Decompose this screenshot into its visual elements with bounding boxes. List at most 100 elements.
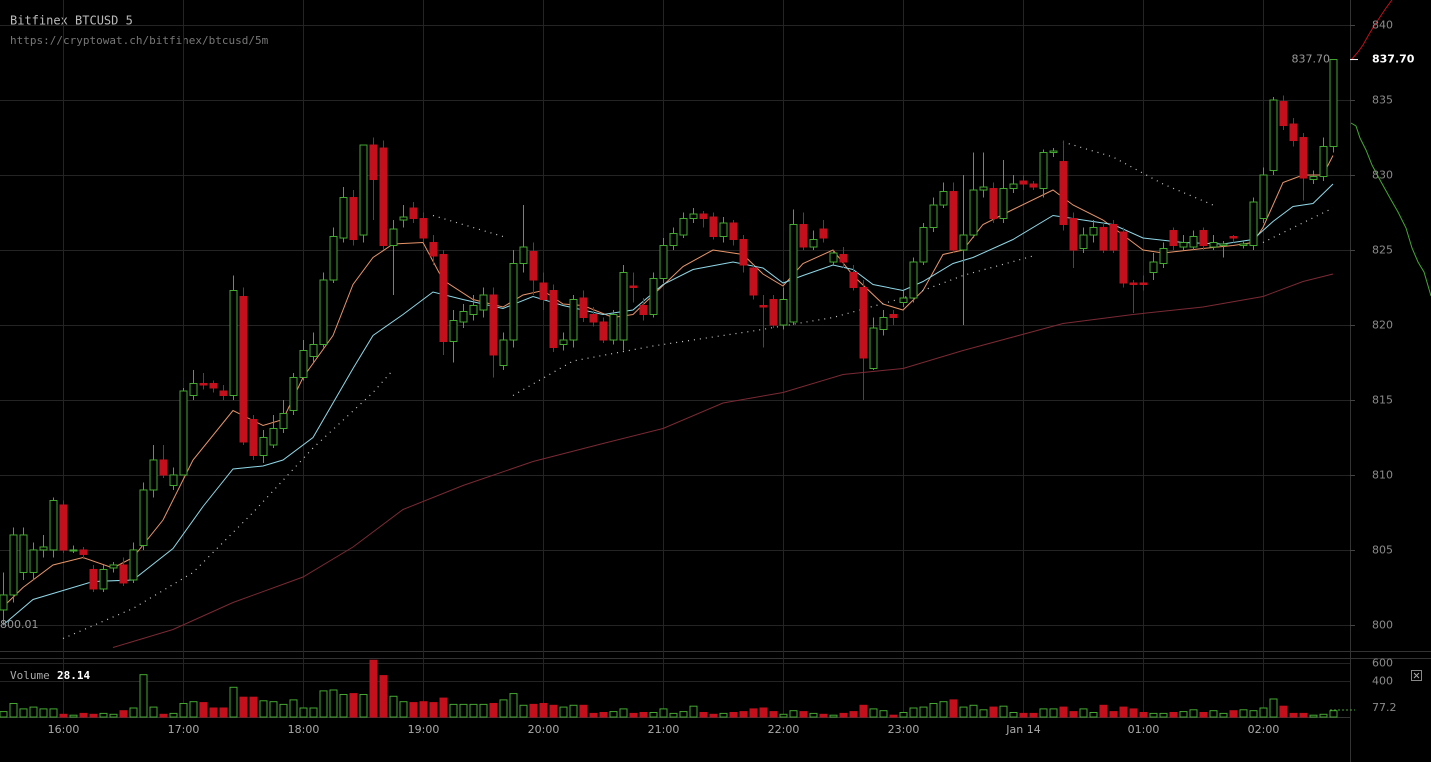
x-tick-label: 18:00 [288,723,320,736]
candle-body [849,272,858,289]
volume-bar [1179,711,1188,718]
candle-body [289,376,298,411]
volume-bar [969,704,978,718]
volume-bar [1209,710,1218,718]
volume-bar [309,707,318,718]
volume-bar [1149,712,1158,718]
candle-body [959,234,968,251]
candle-body [1089,227,1098,236]
candle-body [869,327,878,369]
candle-body [279,412,288,429]
y-tick-label: 840 [1372,19,1393,32]
last-price-label: 837.70 [1292,53,1331,66]
volume-bar [239,696,248,718]
volume-bar [369,659,378,718]
volume-bar [759,707,768,718]
volume-bar [729,711,738,718]
candle-body [489,294,498,356]
candle-body [839,254,848,263]
volume-bar [989,706,998,718]
candle-body [249,418,258,456]
candle-body [1329,59,1338,148]
volume-bar [819,713,828,718]
volume-bar [1289,712,1298,718]
candle-body [1299,137,1308,179]
volume-bar [399,701,408,718]
volume-bar [1089,711,1098,718]
candle-body [899,297,908,304]
candle-body [439,254,448,342]
candle-body [929,204,938,229]
indicator-line [112,273,1334,648]
candle-body [599,321,608,341]
volume-bar [1139,711,1148,718]
volume-bar [1319,713,1328,718]
close-icon[interactable] [1413,672,1420,679]
volume-bar [1299,712,1308,718]
volume-bar [69,714,78,718]
volume-bar [479,703,488,718]
candle-body [629,285,638,289]
candle-body [699,213,708,220]
volume-bar [189,701,198,718]
candle-body [989,188,998,220]
volume-bar [639,711,648,718]
candle-body [949,191,958,251]
candle-body [329,236,338,281]
volume-bar [149,706,158,718]
volume-bar [609,711,618,718]
volume-bar [0,711,8,718]
volume-bar [139,674,148,718]
volume-bar [1009,711,1018,718]
candle-body [779,299,788,326]
candle-body [319,279,328,345]
y-tick-label: 805 [1372,544,1393,557]
candle-body [1059,161,1068,226]
candle-body [669,233,678,247]
volume-bar [359,693,368,718]
x-tick-label: 22:00 [768,723,800,736]
volume-bar [749,708,758,718]
candle-body [39,546,48,551]
volume-bar [619,708,628,718]
candle-body [749,267,758,296]
volume-bar [919,706,928,718]
close-button[interactable] [1411,670,1422,681]
candle-body [0,594,8,611]
candle-body [409,207,418,220]
volume-bar [129,707,138,718]
candle-body [169,474,178,486]
candle-body [459,311,468,323]
volume-bar [779,713,788,718]
candle-body [709,216,718,238]
x-tick-label: 16:00 [48,723,80,736]
volume-bar [849,711,858,718]
volume-bar [689,705,698,718]
volume-bar [999,705,1008,718]
depth-bids [1350,122,1431,297]
candle-body [389,228,398,247]
candle-body [1219,243,1228,247]
y-tick-label: 820 [1372,319,1393,332]
candle-body [529,251,538,281]
volume-bar [1329,710,1338,718]
y-tick-label: 800 [1372,619,1393,632]
x-tick-label: 19:00 [408,723,440,736]
volume-bar [629,712,638,718]
candle-body [79,549,88,555]
last-price-axis-label: 837.70 [1372,53,1415,66]
x-tick-label: 23:00 [888,723,920,736]
candle-body [1009,183,1018,190]
candle-body [1239,243,1248,247]
volume-bar [79,712,88,718]
volume-bar [299,707,308,718]
volume-bar [579,704,588,718]
candle-body [1049,150,1058,154]
close-box[interactable] [1411,670,1422,681]
volume-bar [699,711,708,718]
candle-body [259,436,268,456]
volume-bar [259,700,268,718]
candle-body [119,564,128,584]
candle-body [1139,282,1148,286]
